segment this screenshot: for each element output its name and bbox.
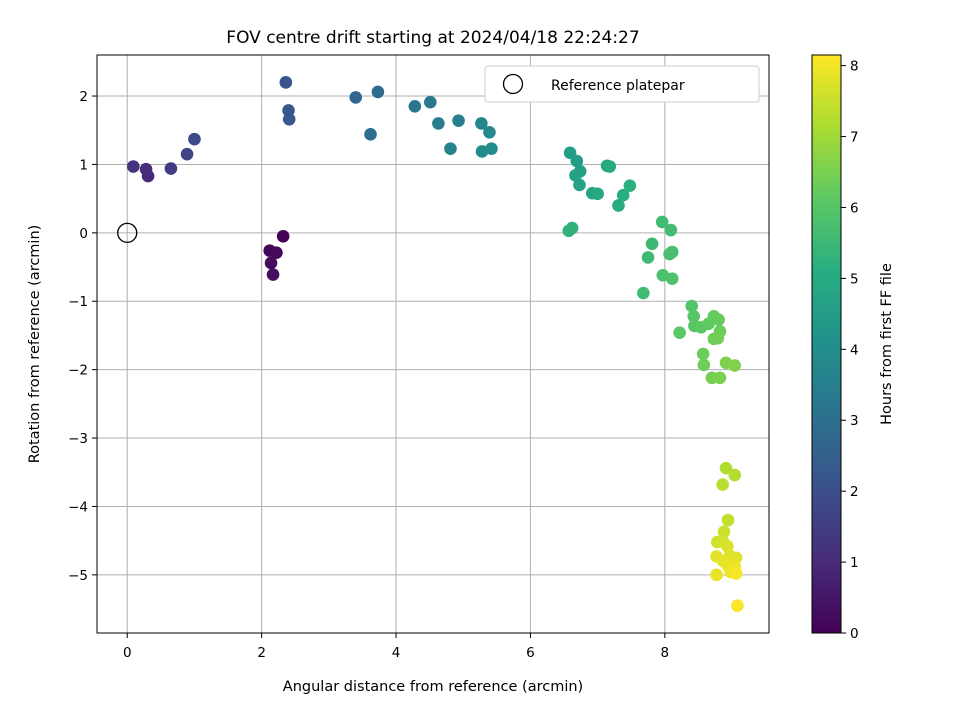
y-tick-label: −5 — [68, 568, 88, 584]
legend: Reference platepar — [484, 65, 760, 103]
x-tick-label: 8 — [661, 645, 670, 661]
colorbar-tick-label: 7 — [850, 130, 859, 146]
data-point — [180, 147, 194, 161]
data-point — [279, 76, 293, 89]
data-point — [721, 539, 734, 553]
data-point — [665, 272, 679, 285]
data-point — [616, 188, 630, 202]
y-tick-label: −1 — [68, 294, 88, 310]
y-tick-label: 2 — [79, 89, 88, 105]
data-point — [475, 117, 488, 130]
data-point — [721, 513, 735, 527]
data-point — [570, 154, 584, 168]
x-tick-label: 2 — [257, 645, 266, 661]
data-point — [612, 199, 625, 212]
colorbar-tick-label: 0 — [850, 626, 859, 642]
legend-marker-reference-platepar — [502, 73, 524, 95]
data-point — [641, 251, 655, 264]
data-point — [408, 100, 422, 113]
data-point — [164, 162, 178, 175]
data-point — [664, 223, 678, 237]
data-point — [452, 114, 465, 127]
data-point — [444, 142, 457, 156]
data-point — [697, 358, 711, 372]
data-point — [711, 331, 725, 345]
colorbar-tick-label: 3 — [850, 413, 859, 429]
chart-title: FOV centre drift starting at 2024/04/18 … — [226, 28, 639, 48]
data-point — [673, 326, 686, 340]
data-point — [603, 160, 617, 173]
reference-platepar-point — [117, 222, 138, 243]
data-point — [270, 246, 283, 259]
colorbar-tick-label: 4 — [850, 342, 859, 358]
colorbar-tick-label: 1 — [850, 555, 859, 571]
data-point — [719, 461, 733, 475]
y-tick-label: −4 — [68, 499, 88, 515]
data-point — [710, 568, 723, 582]
data-point — [282, 112, 296, 126]
legend-label-reference-platepar: Reference platepar — [551, 78, 685, 94]
data-point — [637, 286, 650, 300]
data-point — [371, 85, 385, 99]
data-point — [126, 160, 140, 173]
data-point — [562, 224, 576, 238]
data-point — [655, 215, 669, 229]
data-point — [266, 268, 280, 281]
y-tick-label: −2 — [68, 363, 88, 379]
colorbar-label: Hours from first FF file — [879, 263, 895, 425]
reference-marker — [117, 222, 138, 243]
data-point — [645, 237, 659, 251]
data-point — [276, 229, 290, 243]
colorbar-tick-label: 5 — [850, 271, 859, 287]
data-point — [716, 478, 729, 491]
data-point — [717, 525, 731, 539]
data-point — [685, 299, 699, 313]
data-point — [663, 247, 676, 261]
data-point — [424, 95, 437, 109]
data-point — [713, 371, 727, 385]
data-point — [687, 309, 701, 323]
data-point — [573, 178, 586, 192]
colorbar-gradient — [811, 54, 842, 634]
data-point — [188, 132, 201, 146]
colorbar: 0 1 2 3 4 5 6 7 8 Hours from first FF file — [811, 54, 895, 642]
data-point — [364, 128, 377, 141]
data-point — [712, 313, 725, 327]
data-point — [731, 599, 744, 612]
colorbar-tick-label: 6 — [850, 200, 859, 216]
data-point — [349, 91, 363, 104]
colorbar-ticks: 0 1 2 3 4 5 6 7 8 — [841, 59, 859, 642]
data-point — [485, 142, 498, 156]
data-point — [432, 117, 445, 130]
x-tick-label: 6 — [526, 645, 535, 661]
colorbar-tick-label: 8 — [850, 59, 859, 75]
y-tick-label: 1 — [79, 157, 88, 173]
data-point — [264, 256, 278, 270]
data-point — [729, 567, 743, 580]
grid-lines — [97, 55, 769, 633]
plot-area-frame — [96, 54, 770, 634]
y-tick-label: 0 — [79, 226, 88, 242]
data-points — [126, 76, 744, 612]
data-point — [728, 359, 742, 372]
y-axis: 2 1 0 −1 −2 −3 −4 −5 — [68, 89, 97, 584]
y-axis-label: Rotation from reference (arcmin) — [27, 225, 43, 464]
x-axis-label: Angular distance from reference (arcmin) — [283, 679, 583, 695]
data-point — [569, 169, 582, 182]
data-point — [591, 187, 604, 201]
x-tick-label: 4 — [392, 645, 401, 661]
x-tick-label: 0 — [123, 645, 132, 661]
data-point — [696, 347, 710, 361]
colorbar-tick-label: 2 — [850, 484, 859, 500]
x-axis: 0 2 4 6 8 — [123, 633, 669, 661]
y-tick-label: −3 — [68, 431, 88, 447]
legend-box — [484, 65, 760, 103]
data-point — [728, 468, 742, 482]
data-point — [623, 179, 637, 192]
data-point — [483, 125, 496, 139]
data-point — [139, 162, 153, 176]
